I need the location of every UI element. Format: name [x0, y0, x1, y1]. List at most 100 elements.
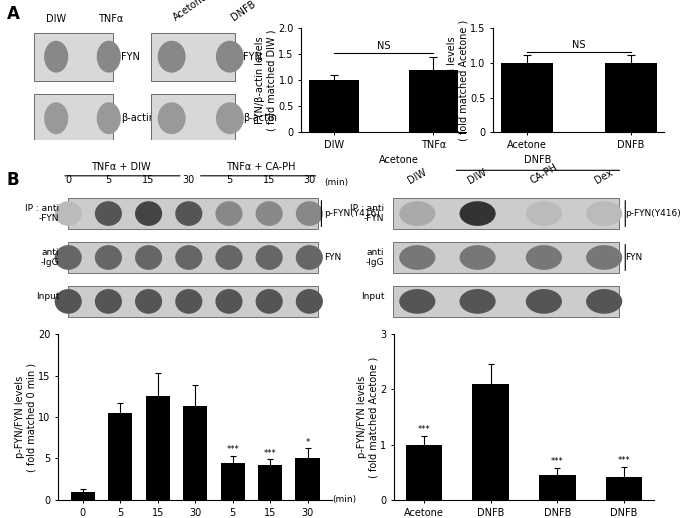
Text: IP : anti: IP : anti — [350, 204, 384, 213]
Text: ***: *** — [226, 445, 239, 454]
Text: -IgG: -IgG — [40, 258, 59, 267]
Text: DIW: DIW — [466, 167, 489, 185]
Y-axis label: p-FYN/FYN levels
( fold matched Acetone ): p-FYN/FYN levels ( fold matched Acetone … — [357, 356, 379, 478]
Text: DIW: DIW — [46, 13, 66, 24]
Ellipse shape — [216, 41, 244, 73]
Ellipse shape — [55, 245, 82, 270]
Ellipse shape — [158, 102, 186, 134]
FancyBboxPatch shape — [68, 242, 319, 274]
Ellipse shape — [460, 201, 496, 226]
Y-axis label: FYN/β-actin levels
( fold matched DIW ): FYN/β-actin levels ( fold matched DIW ) — [256, 30, 277, 131]
Text: DIW: DIW — [406, 167, 429, 185]
Ellipse shape — [97, 102, 121, 134]
Bar — [406, 444, 443, 500]
Text: A: A — [7, 5, 20, 23]
Text: DNFB: DNFB — [230, 0, 258, 22]
Ellipse shape — [95, 245, 122, 270]
Bar — [539, 475, 575, 500]
Text: ***: *** — [551, 457, 564, 466]
Bar — [408, 70, 458, 132]
Ellipse shape — [216, 102, 244, 134]
Text: TNFα: TNFα — [99, 13, 123, 24]
Bar — [473, 384, 509, 500]
Text: anti: anti — [366, 248, 384, 257]
Text: 5: 5 — [105, 176, 112, 185]
Text: 0: 0 — [65, 176, 71, 185]
Text: 5: 5 — [226, 176, 232, 185]
Text: *: * — [306, 438, 310, 447]
Ellipse shape — [135, 245, 162, 270]
Text: -IgG: -IgG — [366, 258, 384, 267]
Ellipse shape — [460, 245, 496, 270]
Bar — [501, 63, 553, 132]
Text: Input: Input — [360, 292, 384, 301]
Text: FYN: FYN — [121, 52, 140, 62]
Text: -FYN: -FYN — [38, 214, 59, 223]
FancyBboxPatch shape — [68, 285, 319, 317]
Ellipse shape — [296, 201, 323, 226]
Bar — [108, 413, 132, 500]
FancyBboxPatch shape — [68, 198, 319, 229]
Bar — [295, 458, 320, 500]
Ellipse shape — [175, 201, 202, 226]
FancyBboxPatch shape — [151, 33, 234, 81]
Ellipse shape — [296, 289, 323, 314]
Bar — [309, 80, 359, 132]
Text: anti: anti — [42, 248, 59, 257]
FancyBboxPatch shape — [34, 94, 113, 142]
Ellipse shape — [135, 201, 162, 226]
Ellipse shape — [586, 289, 622, 314]
Text: ***: *** — [264, 449, 277, 457]
Text: 30: 30 — [183, 176, 195, 185]
Ellipse shape — [399, 201, 436, 226]
Ellipse shape — [215, 245, 242, 270]
Text: β-actin: β-actin — [242, 113, 277, 123]
Text: 30: 30 — [303, 176, 316, 185]
Text: IP : anti: IP : anti — [25, 204, 59, 213]
Text: Dex: Dex — [593, 167, 615, 185]
Text: TNFα + CA-PH: TNFα + CA-PH — [226, 162, 296, 171]
Ellipse shape — [526, 289, 562, 314]
Text: β-actin: β-actin — [121, 113, 155, 123]
Ellipse shape — [215, 289, 242, 314]
Text: ***: *** — [418, 425, 430, 434]
Text: TNFα + DIW: TNFα + DIW — [91, 162, 151, 171]
Ellipse shape — [399, 245, 436, 270]
Text: 15: 15 — [263, 176, 275, 185]
FancyBboxPatch shape — [151, 94, 234, 142]
Y-axis label: FYN/β-actin levels
( fold matched Acetone ): FYN/β-actin levels ( fold matched Aceton… — [447, 20, 469, 141]
Ellipse shape — [175, 245, 202, 270]
Ellipse shape — [256, 245, 283, 270]
Ellipse shape — [55, 289, 82, 314]
Bar — [146, 396, 170, 500]
Text: (min): (min) — [332, 495, 356, 505]
Text: CA-PH: CA-PH — [528, 162, 560, 185]
Ellipse shape — [158, 41, 186, 73]
Ellipse shape — [135, 289, 162, 314]
Bar — [606, 477, 643, 500]
Text: p-FYN(Y416): p-FYN(Y416) — [625, 209, 681, 218]
FancyBboxPatch shape — [393, 285, 619, 317]
Bar — [221, 463, 245, 500]
Ellipse shape — [526, 245, 562, 270]
Text: DNFB: DNFB — [524, 155, 551, 165]
Ellipse shape — [460, 289, 496, 314]
Ellipse shape — [44, 102, 68, 134]
Ellipse shape — [215, 201, 242, 226]
Ellipse shape — [296, 245, 323, 270]
Ellipse shape — [95, 201, 122, 226]
FancyBboxPatch shape — [34, 33, 113, 81]
Text: 15: 15 — [142, 176, 155, 185]
Ellipse shape — [55, 201, 82, 226]
Text: Input: Input — [36, 292, 59, 301]
Text: p-FYN(Y416): p-FYN(Y416) — [325, 209, 380, 218]
FancyBboxPatch shape — [393, 198, 619, 229]
Ellipse shape — [97, 41, 121, 73]
Ellipse shape — [586, 201, 622, 226]
Ellipse shape — [175, 289, 202, 314]
Y-axis label: p-FYN/FYN levels
( fold matched 0 min ): p-FYN/FYN levels ( fold matched 0 min ) — [15, 363, 37, 471]
Text: -FYN: -FYN — [364, 214, 384, 223]
Ellipse shape — [44, 41, 68, 73]
Bar — [71, 492, 95, 500]
Text: ***: *** — [618, 455, 630, 465]
